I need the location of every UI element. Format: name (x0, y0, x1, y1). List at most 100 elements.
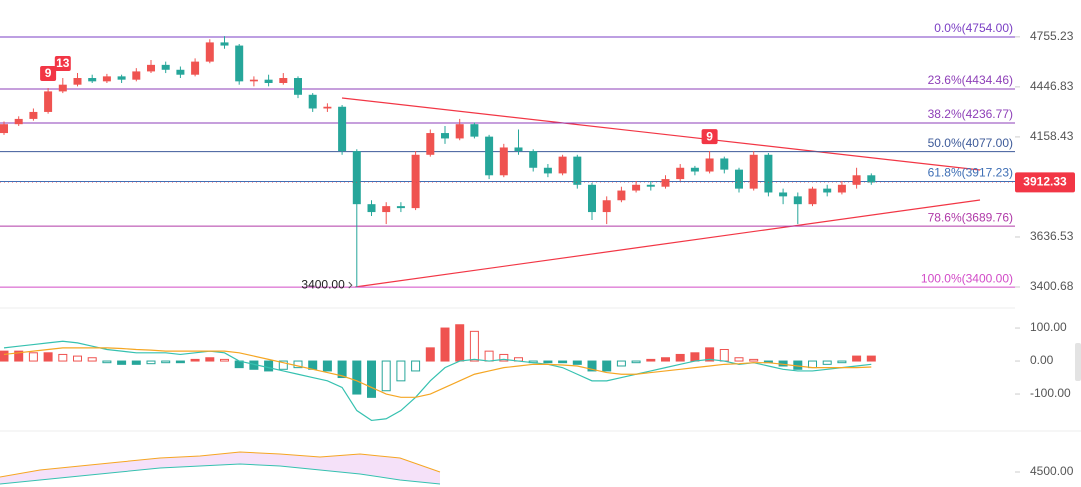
candle-body (235, 45, 244, 82)
macd-bar (337, 360, 347, 379)
fib-label: 50.0%(4077.00) (928, 136, 1013, 150)
macd-bar (543, 360, 553, 364)
candle-body (426, 133, 435, 155)
y-tick-label: -100.00 (1030, 386, 1071, 400)
candle-body (764, 154, 773, 193)
macd-bar (396, 360, 406, 382)
macd-bar (734, 357, 744, 362)
macd-bar (837, 360, 847, 364)
td-label: 9 (45, 66, 52, 80)
candle-body (58, 84, 67, 92)
td-badge (701, 129, 718, 145)
td-label: 13 (56, 56, 70, 70)
macd-bar (440, 327, 450, 362)
candle-body (264, 79, 273, 84)
candle-body (205, 42, 214, 62)
fib-label: 78.6%(3689.76) (928, 210, 1013, 224)
candle-body (735, 169, 743, 189)
candle-body (867, 175, 876, 183)
macd-bar (749, 358, 759, 362)
macd-bar (425, 347, 435, 362)
candle-body (455, 124, 464, 139)
candle-body (338, 106, 347, 152)
candle-body (29, 111, 38, 119)
macd-bar (705, 347, 715, 362)
macd-bar (175, 360, 185, 364)
macd-bar (278, 360, 288, 370)
candle-body (102, 76, 111, 82)
candle-body (617, 190, 626, 201)
trend-line (341, 97, 981, 171)
td-badge (54, 56, 71, 72)
candle-body (249, 79, 258, 82)
candle-body (823, 188, 832, 193)
candle-body (588, 184, 596, 213)
macd-bar (146, 360, 156, 365)
macd-bar (220, 358, 229, 362)
macd-bar (587, 360, 597, 372)
macd-bar (58, 353, 68, 362)
candle-body (73, 78, 82, 85)
fib-label: 61.8%(3917.23) (928, 166, 1013, 180)
fib-label: 100.0%(3400.00) (921, 271, 1013, 285)
candle-body (779, 192, 788, 197)
candle-body (514, 147, 523, 152)
y-tick-label: 4755.23 (1030, 29, 1074, 43)
candle-body (191, 61, 200, 75)
y-tick-label: 3636.53 (1030, 229, 1074, 243)
candle-body (279, 78, 288, 84)
macd-bar (131, 360, 141, 365)
candle-body (690, 167, 699, 172)
candle-body (749, 154, 758, 189)
y-tick-label: 4500.00 (1030, 464, 1074, 478)
macd-bar (455, 324, 465, 362)
macd-bar (205, 357, 215, 362)
candle-body (499, 147, 508, 176)
macd-bar (411, 360, 421, 372)
last-price-label: 3912.33 (1023, 175, 1067, 189)
y-tick-label: 4446.83 (1030, 79, 1074, 93)
macd-bar (117, 360, 127, 365)
macd-line (3, 340, 872, 422)
candle-body (132, 71, 141, 80)
macd-bar (808, 360, 817, 369)
macd-bar (264, 360, 274, 372)
macd-bar (352, 360, 362, 395)
low-marker-arrow (348, 281, 353, 289)
candle-body (705, 158, 714, 172)
candle-body (0, 124, 8, 134)
macd-bar (367, 360, 376, 398)
fib-label: 38.2%(4236.77) (928, 107, 1013, 121)
y-tick-label: 4158.43 (1030, 129, 1074, 143)
macd-bar (73, 355, 82, 362)
macd-bar (852, 355, 862, 362)
band-line (0, 451, 441, 478)
macd-bar (558, 360, 568, 364)
macd-bar (469, 330, 479, 362)
candle-body (808, 188, 817, 205)
candle-body (793, 196, 802, 205)
bands-pane (0, 451, 441, 485)
candle-body (485, 136, 494, 176)
candle-body (661, 179, 670, 187)
candle-body (470, 124, 479, 137)
candle-body (632, 184, 641, 191)
candle-body (543, 167, 552, 174)
y-tick-label: 0.00 (1030, 353, 1054, 367)
macd-bar (602, 360, 612, 372)
macd-bar (322, 360, 332, 372)
fib-label: 23.6%(4434.46) (928, 73, 1013, 87)
candle-body (529, 151, 538, 168)
candle-body (411, 154, 420, 209)
macd-bar (866, 355, 876, 362)
macd-bar (102, 360, 112, 364)
macd-bar (381, 360, 391, 392)
macd-bar (572, 360, 582, 365)
scroll-handle[interactable] (1075, 343, 1081, 381)
macd-bar (675, 353, 685, 362)
candle-body (352, 151, 361, 205)
candle-body (602, 200, 611, 213)
macd-bar (190, 358, 200, 362)
macd-bar (661, 357, 670, 362)
